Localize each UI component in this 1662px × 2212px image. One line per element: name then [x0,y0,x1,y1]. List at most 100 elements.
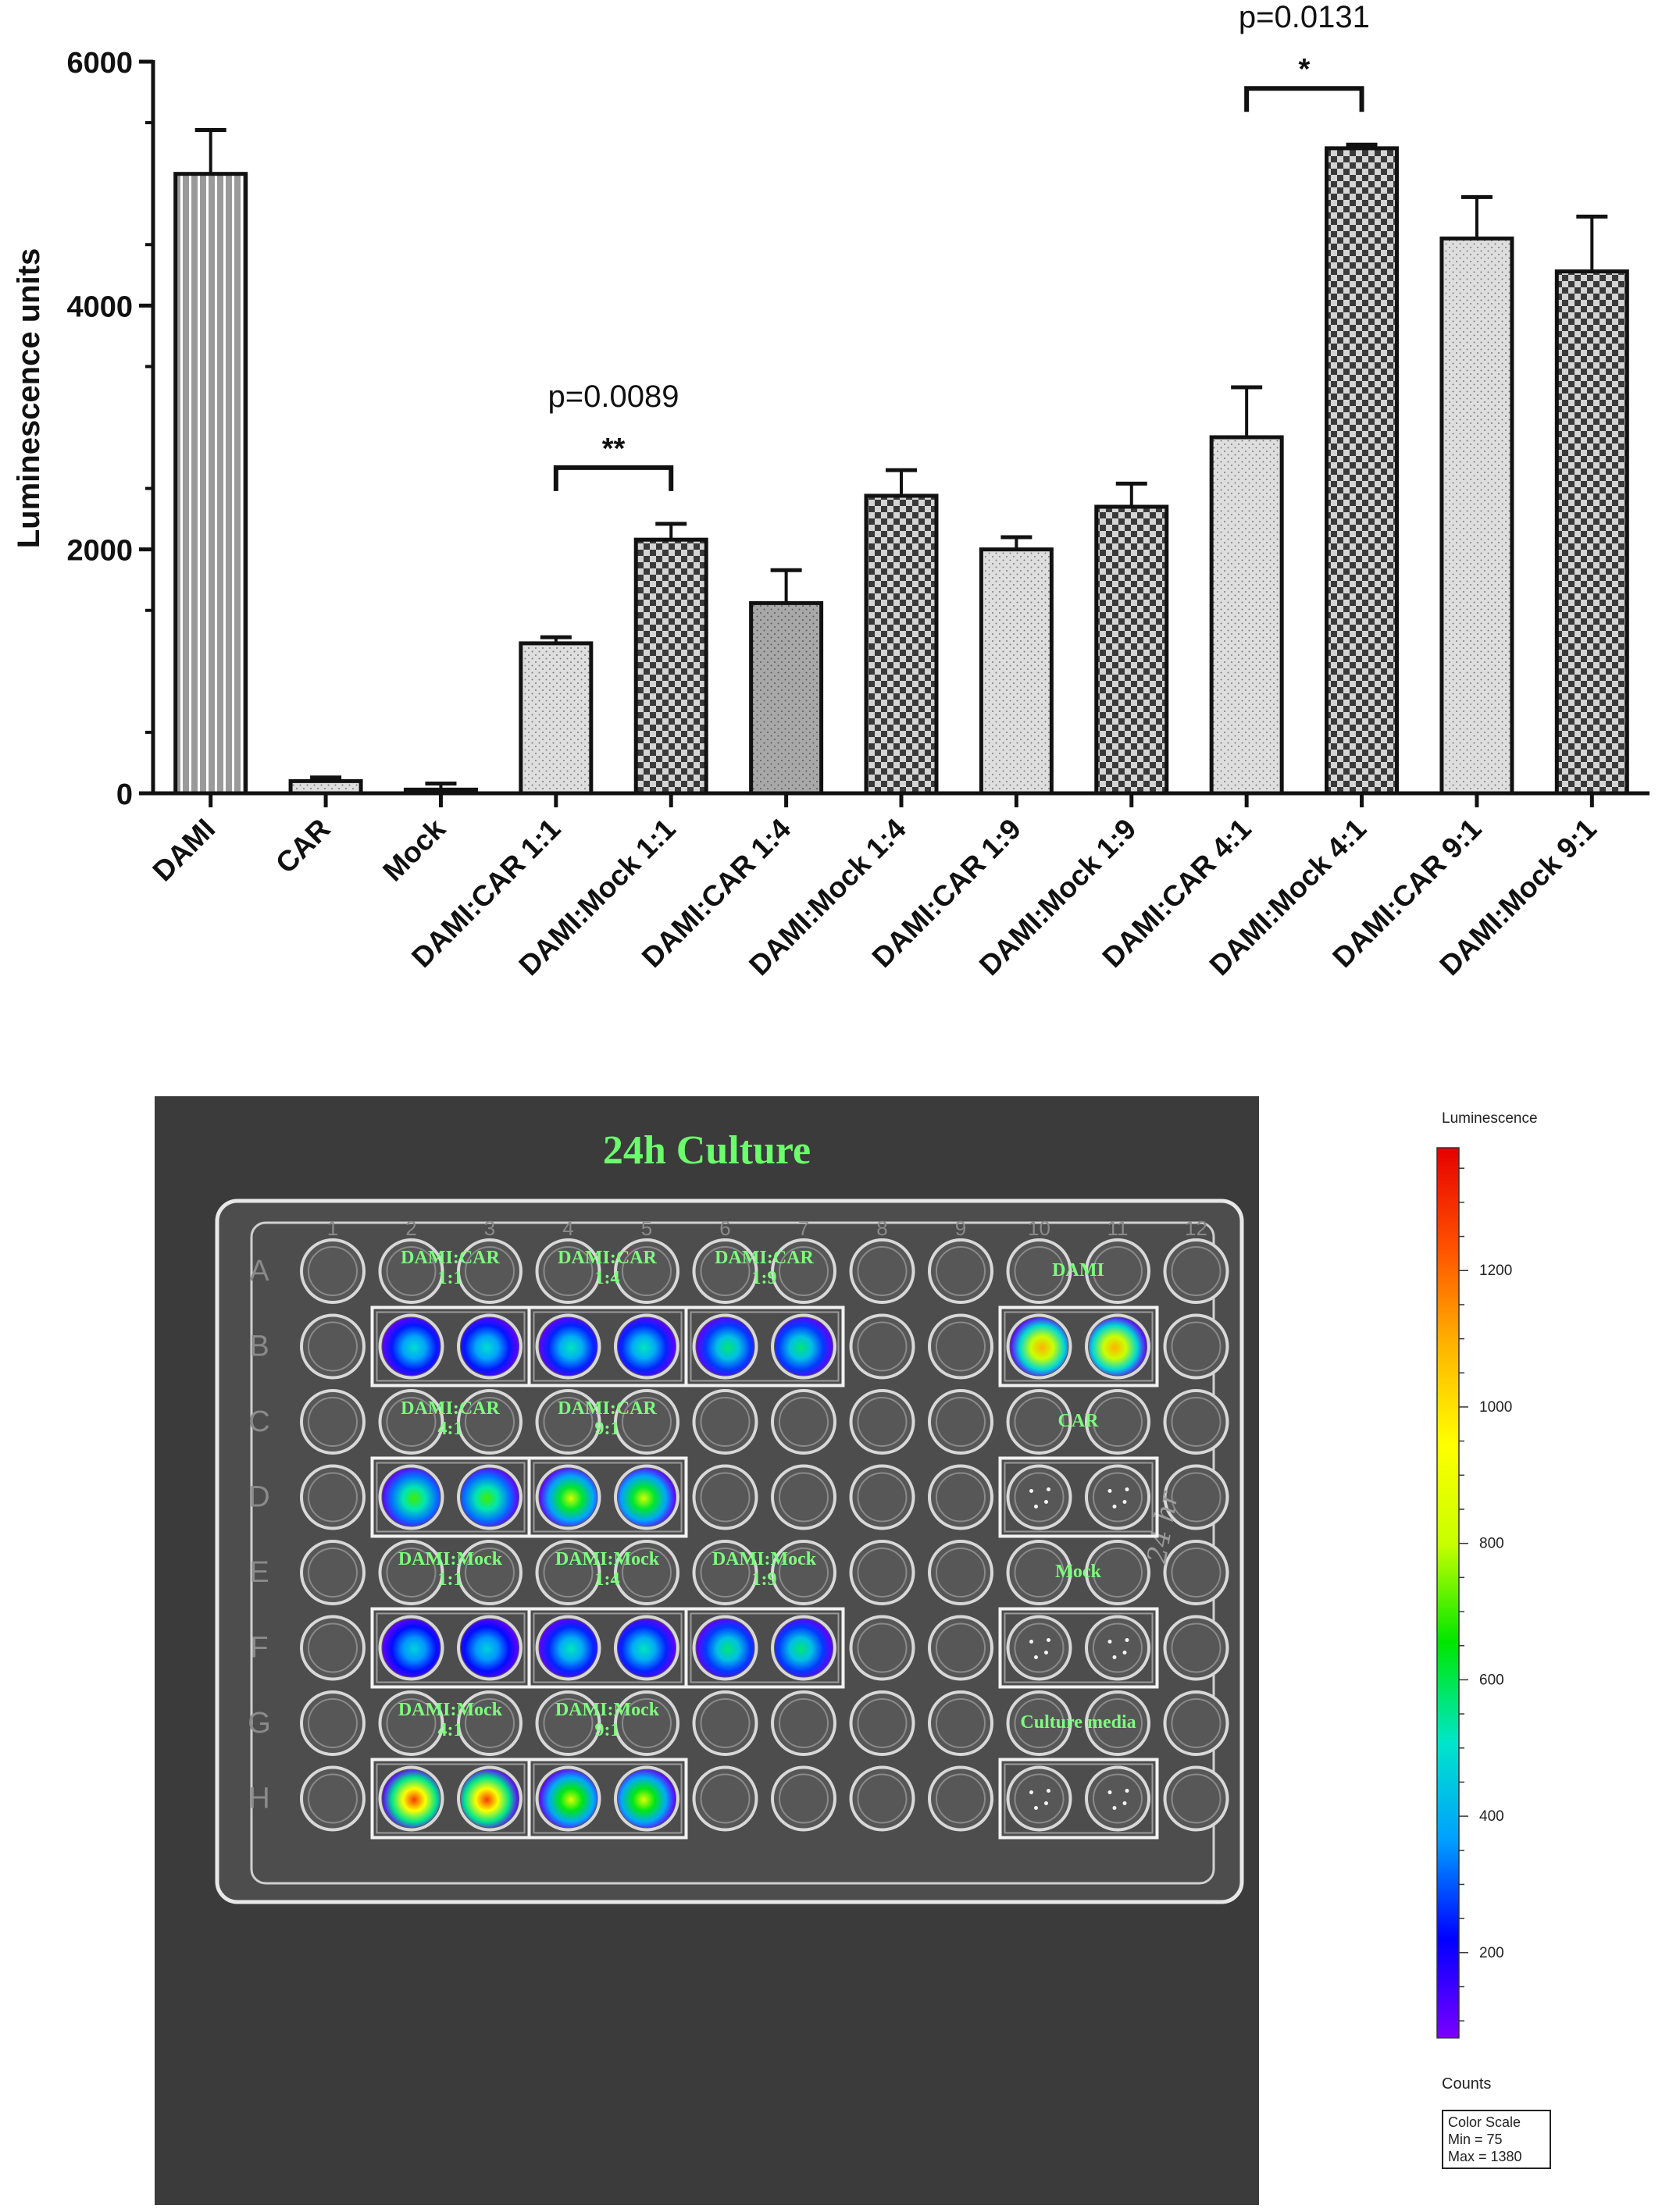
well [849,1765,915,1832]
well [300,1540,366,1605]
speckle [1125,1638,1129,1642]
luminescence-signal [1010,1317,1068,1376]
group-label-line2: 1:4 [595,1569,620,1590]
roi-box-inner [690,1311,840,1382]
well-inner-rim [622,1698,672,1748]
well-inner-rim [308,1246,358,1296]
well-inner-rim [779,1472,829,1523]
luminescence-signal [775,1619,833,1677]
well [771,1540,836,1605]
well-inner-rim [857,1773,908,1824]
group-label-line1: DAMI:CAR [715,1248,814,1268]
x-tick-label: Mock [376,812,451,887]
color-scale-min: Min = 75 [1448,2132,1503,2147]
well-inner-rim [1093,1246,1143,1296]
well [300,1765,366,1832]
bar [1439,236,1514,796]
well-inner-rim [308,1548,358,1598]
significance-stars: ** [602,433,626,465]
well-inner-rim [936,1622,986,1673]
well [1163,1540,1229,1605]
well [692,1690,758,1756]
column-label: 7 [798,1216,809,1240]
well-inner-rim [543,1246,594,1296]
well [849,1389,915,1455]
well [457,1540,522,1605]
well-inner-rim [1093,1773,1143,1824]
well [378,1389,444,1455]
well-inner-rim [1014,1397,1065,1447]
speckle [1047,1487,1050,1491]
well-inner-rim [779,1548,829,1598]
p-value-label: p=0.0089 [548,379,679,414]
well-inner-rim [386,1698,437,1748]
well-inner-rim [857,1622,908,1673]
column-label: 1 [327,1216,338,1240]
speckle [1125,1789,1129,1793]
roi-box-inner [533,1763,683,1834]
well-inner-rim [857,1321,908,1372]
well [1085,1389,1150,1455]
column-label: 6 [719,1216,730,1240]
well-inner-rim [857,1698,908,1748]
well [1085,1540,1150,1605]
well [1006,1615,1072,1681]
y-tick-label: 0 [116,778,133,811]
well [1006,1540,1072,1605]
well [771,1464,836,1530]
well [928,1389,993,1455]
well [928,1615,993,1681]
group-label-line2: 9:1 [595,1720,620,1740]
scale-tick-label: 200 [1479,1945,1504,1961]
well-inner-rim [1093,1698,1143,1748]
roi-box-inner [376,1311,526,1382]
well-inner-rim [936,1548,986,1598]
well [614,1389,679,1455]
well [692,1238,758,1304]
well-inner-rim [700,1548,751,1598]
luminescence-signal [539,1317,597,1376]
group-label-line2: 1:9 [752,1569,777,1590]
well [928,1238,993,1304]
well-inner-rim [700,1246,751,1296]
roi-box [998,1758,1159,1840]
well [849,1540,915,1605]
well-inner-rim [622,1548,672,1598]
roi-box-inner [1004,1462,1154,1533]
well-inner-rim [936,1397,986,1447]
group-label-line1: DAMI:Mock [398,1549,503,1569]
well [1085,1238,1150,1304]
roi-box-inner [376,1462,526,1533]
well-inner-rim [1093,1622,1143,1673]
well-inner-rim [465,1246,515,1296]
well [1085,1690,1150,1756]
significance-annotations: ** p=0.0089 * p=0.0131 [548,0,1370,491]
speckle [1044,1801,1048,1805]
well-inner-rim [465,1698,515,1748]
luminescence-signal [696,1317,754,1376]
speckle [1125,1487,1129,1491]
well-inner-rim [1171,1397,1222,1447]
bar [288,778,363,796]
speckle [1047,1638,1050,1642]
well [614,1690,679,1756]
row-label: F [250,1632,268,1665]
well-inner-rim [700,1397,751,1447]
well-inner-rim [308,1321,358,1372]
well-inner-rim [700,1773,751,1824]
speckle [1122,1651,1127,1655]
well [692,1540,758,1605]
row-label: G [248,1707,271,1740]
group-label-line2: 1:1 [438,1569,463,1590]
well [300,1690,366,1756]
roi-box-inner [1004,1311,1154,1382]
well-inner-rim [936,1246,986,1296]
speckle [1044,1500,1048,1504]
p-value-label: p=0.0131 [1239,0,1370,34]
well [300,1313,366,1380]
well-inner-rim [857,1548,908,1598]
well [614,1238,679,1304]
well-inner-rim [700,1472,751,1523]
well-inner-rim [779,1698,829,1748]
